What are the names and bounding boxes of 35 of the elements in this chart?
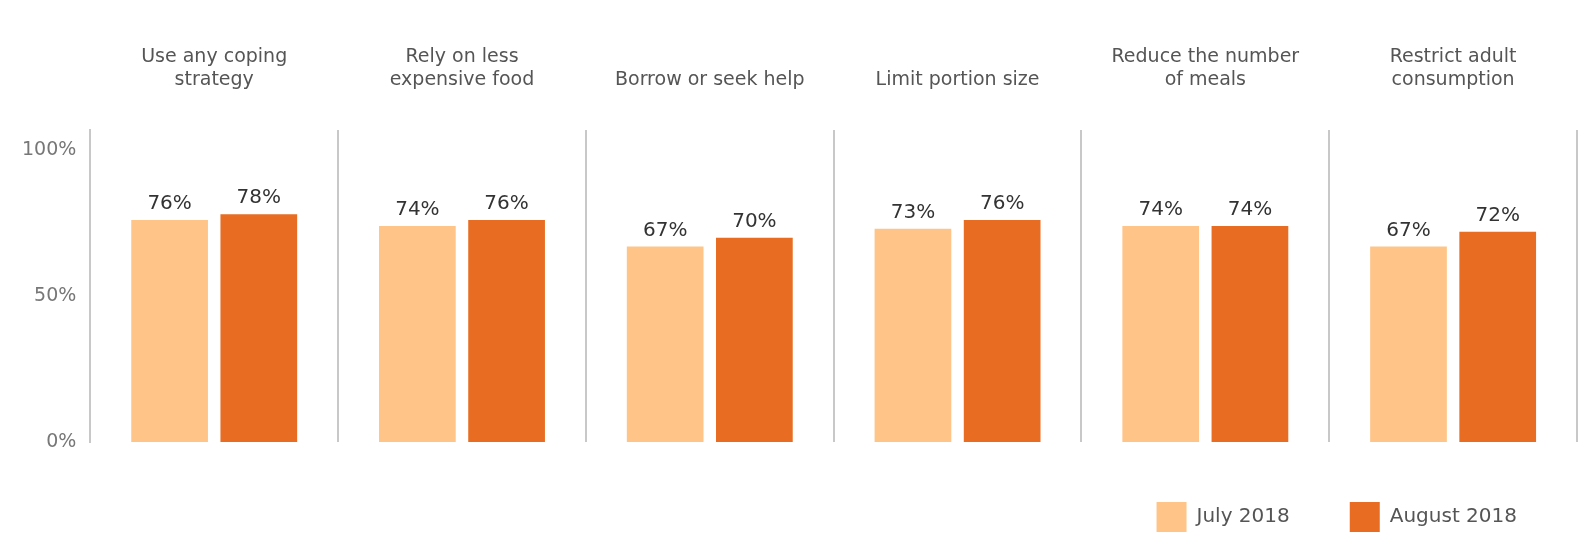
x-tick-label: Rely on less expensive food: [389, 44, 535, 90]
x-tick-label: Use any coping strategy: [141, 44, 288, 90]
legend-label: August 2018: [1389, 503, 1517, 528]
data-label: 73%: [890, 199, 936, 224]
data-label: 70%: [732, 207, 777, 232]
data-label: 74%: [395, 196, 440, 221]
data-label: 76%: [147, 190, 192, 215]
bar: [1370, 246, 1447, 442]
bar: [379, 225, 456, 442]
y-tick-label: 100%: [21, 136, 77, 159]
data-label: 74%: [1138, 196, 1183, 221]
data-label: 67%: [1386, 216, 1431, 241]
bar: [963, 220, 1041, 442]
x-tick-label: Restrict adult consumption: [1389, 44, 1517, 90]
y-tick-label: 50%: [34, 282, 77, 305]
x-tick-label: Limit portion size: [875, 67, 1040, 90]
data-label: 67%: [642, 216, 688, 241]
bar: [468, 220, 545, 442]
data-label: 78%: [236, 184, 282, 209]
data-label: 76%: [979, 190, 1025, 215]
data-label: 74%: [1227, 196, 1273, 221]
legend-label: July 2018: [1194, 503, 1290, 528]
bar: [131, 220, 208, 442]
x-tick-label: Reduce the number of meals: [1111, 44, 1300, 90]
bar: [626, 246, 704, 442]
y-tick-label: 0%: [46, 428, 77, 451]
bar: [220, 214, 298, 442]
bar: [716, 237, 793, 442]
data-label: 72%: [1475, 201, 1520, 226]
bar: [1211, 225, 1289, 442]
data-label: 76%: [484, 190, 529, 215]
bar: [1122, 225, 1200, 442]
x-tick-label: Borrow or seek help: [614, 67, 805, 90]
bar: [874, 228, 952, 442]
bar: [1459, 231, 1537, 442]
